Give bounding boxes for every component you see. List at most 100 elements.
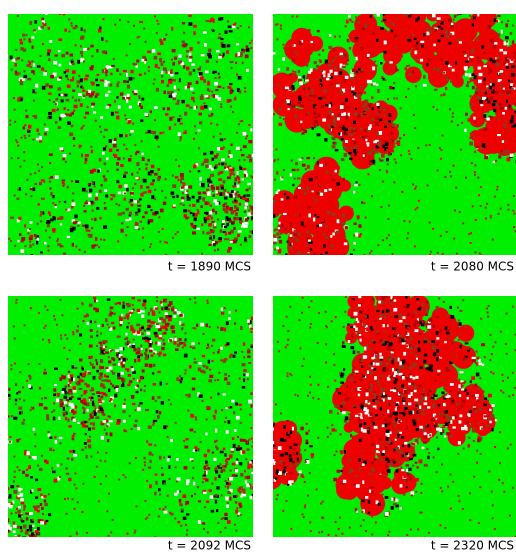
cell — [244, 174, 246, 177]
cell — [182, 327, 184, 329]
cell — [62, 185, 64, 187]
cell — [472, 106, 474, 108]
cell — [470, 232, 472, 234]
cell — [155, 325, 158, 328]
cell — [22, 471, 25, 474]
cell — [394, 357, 397, 361]
cell — [418, 308, 421, 310]
cell — [304, 293, 307, 295]
cell — [415, 85, 417, 87]
cell — [168, 456, 171, 458]
cell — [358, 394, 360, 397]
cell — [231, 448, 234, 450]
cell — [31, 60, 33, 62]
cell — [452, 69, 455, 72]
cell — [245, 202, 248, 205]
cell — [172, 184, 176, 188]
cell — [28, 384, 31, 387]
cell — [156, 296, 158, 298]
cell — [446, 9, 450, 12]
cell — [510, 80, 513, 83]
cell — [90, 399, 92, 401]
cell — [78, 93, 82, 96]
cell — [200, 441, 202, 443]
cell — [72, 200, 74, 202]
cell — [20, 493, 24, 497]
cell — [238, 52, 241, 56]
cell — [118, 105, 121, 108]
cell — [55, 206, 57, 208]
cell — [34, 115, 37, 119]
cell — [246, 441, 248, 444]
cell — [452, 112, 454, 114]
cell — [173, 315, 176, 318]
cell — [10, 240, 12, 242]
cell — [59, 216, 63, 219]
snapshot — [0, 12, 305, 280]
cell — [336, 281, 340, 284]
cell — [489, 135, 491, 137]
cell — [168, 80, 172, 84]
cell — [500, 84, 502, 86]
cell — [338, 67, 340, 70]
cell — [231, 190, 234, 193]
cell — [24, 124, 26, 126]
cell — [414, 311, 418, 313]
cell — [411, 52, 413, 54]
cell — [141, 314, 144, 318]
cell — [251, 472, 254, 474]
cell — [72, 331, 74, 333]
cell — [74, 99, 77, 101]
cell — [170, 71, 173, 74]
cell — [187, 410, 189, 412]
cell — [80, 103, 83, 107]
cell — [114, 138, 117, 141]
cell — [53, 402, 55, 404]
cell — [2, 211, 6, 214]
cell — [20, 498, 24, 501]
cell — [348, 35, 350, 37]
cluster — [336, 253, 346, 263]
cell — [190, 414, 194, 418]
cell — [20, 79, 22, 81]
cell — [42, 338, 44, 340]
cell — [96, 466, 98, 468]
cell — [201, 54, 205, 56]
cell — [150, 308, 153, 312]
cell — [206, 189, 209, 191]
cell — [121, 378, 124, 382]
cell — [418, 0, 422, 1]
cell — [174, 337, 176, 340]
cell — [47, 245, 49, 247]
cell — [371, 329, 373, 331]
cell — [158, 216, 160, 218]
cell — [164, 332, 167, 335]
cell — [110, 311, 112, 313]
cell — [145, 41, 147, 43]
cell — [346, 63, 348, 65]
cell — [304, 93, 307, 97]
cell — [225, 462, 228, 465]
cell — [208, 191, 211, 193]
cell — [221, 312, 224, 315]
cluster — [268, 263, 281, 276]
cell — [148, 312, 150, 316]
cell — [155, 334, 158, 337]
cell — [308, 240, 311, 242]
cell — [35, 237, 37, 239]
cell — [394, 158, 396, 160]
cell — [182, 41, 185, 43]
cell — [24, 137, 26, 139]
cell — [40, 503, 42, 506]
cell — [211, 345, 213, 347]
cell — [61, 99, 64, 102]
cell — [427, 184, 429, 186]
cell — [97, 325, 100, 327]
cell — [441, 58, 443, 62]
cell — [443, 93, 446, 96]
cell — [14, 194, 16, 196]
cell — [312, 229, 314, 232]
cell — [183, 209, 187, 212]
cell — [443, 72, 445, 74]
cell — [157, 415, 160, 419]
